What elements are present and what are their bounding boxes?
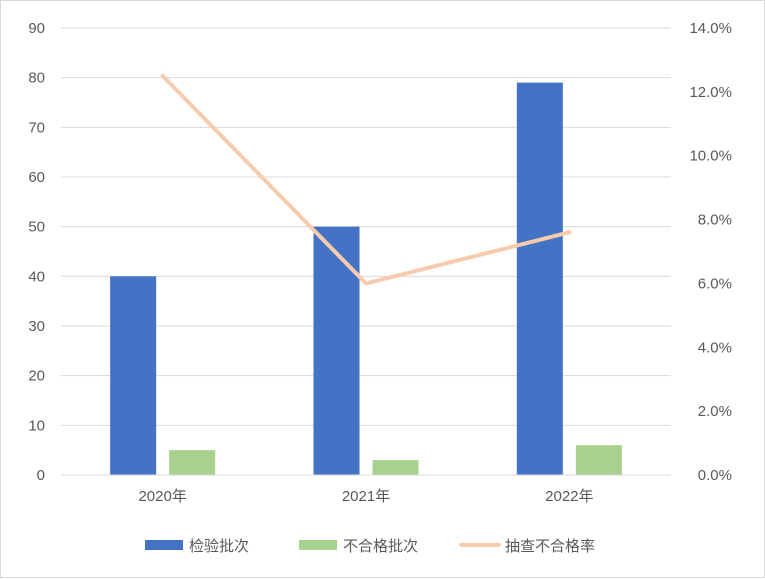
right-tick-label: 2.0% <box>698 403 732 420</box>
rate-point <box>567 230 572 235</box>
rate-point <box>160 73 165 78</box>
bar-inspected <box>516 82 563 475</box>
right-tick-label: 6.0% <box>698 275 732 292</box>
left-tick-label: 60 <box>28 169 45 186</box>
left-tick-label: 10 <box>28 417 45 434</box>
left-tick-label: 50 <box>28 219 45 236</box>
rate-line-path <box>160 73 572 286</box>
left-tick-label: 90 <box>28 20 45 37</box>
bars <box>61 82 671 476</box>
rate-line <box>160 73 572 286</box>
right-tick-label: 8.0% <box>698 212 732 229</box>
legend-swatch <box>299 540 337 550</box>
left-tick-label: 0 <box>37 467 45 484</box>
bar-failed <box>169 450 216 475</box>
x-tick-label: 2022年 <box>545 488 593 505</box>
x-axis-ticks: 2020年 2021年 2022年 <box>138 488 593 505</box>
right-tick-label: 10.0% <box>689 148 732 165</box>
left-tick-label: 20 <box>28 368 45 385</box>
legend-label: 不合格批次 <box>343 537 418 555</box>
left-tick-label: 30 <box>28 318 45 335</box>
legend-swatch <box>145 540 183 550</box>
left-tick-label: 80 <box>28 70 45 87</box>
x-tick-label: 2020年 <box>138 488 186 505</box>
bar-inspected <box>110 276 157 475</box>
right-tick-label: 4.0% <box>698 339 732 356</box>
legend-label: 检验批次 <box>189 537 249 555</box>
left-axis-ticks: 0 10 20 30 40 50 60 70 80 90 <box>28 20 45 484</box>
bar-failed <box>372 460 419 475</box>
x-tick-label: 2021年 <box>342 488 390 505</box>
right-tick-label: 12.0% <box>689 84 732 101</box>
right-tick-label: 0.0% <box>698 467 732 484</box>
right-tick-label: 14.0% <box>689 20 732 37</box>
rate-point <box>364 281 368 286</box>
bar-failed <box>575 445 622 475</box>
left-tick-label: 70 <box>28 119 45 136</box>
right-axis-ticks: 0.0% 2.0% 4.0% 6.0% 8.0% 10.0% 12.0% 14.0% <box>689 20 732 484</box>
legend: 检验批次 不合格批次 抽查不合格率 <box>145 537 595 555</box>
legend-label: 抽查不合格率 <box>505 537 595 555</box>
gridlines <box>61 27 671 476</box>
bar-inspected <box>313 226 360 475</box>
left-tick-label: 40 <box>28 268 45 285</box>
